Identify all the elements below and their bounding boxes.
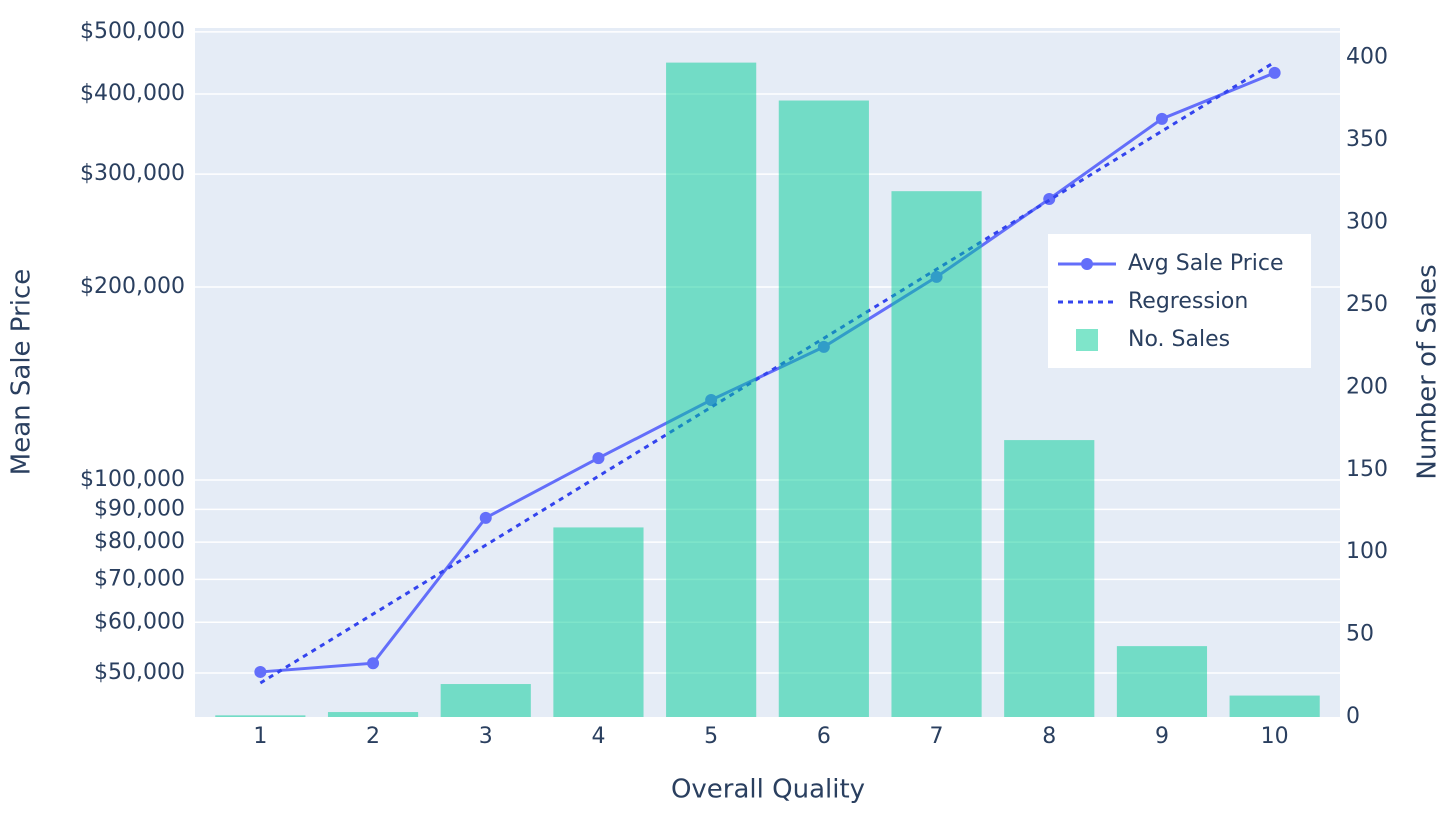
x-tick-label: 1: [253, 724, 267, 749]
x-tick-label: 8: [1042, 724, 1056, 749]
bar: [215, 715, 306, 717]
line-marker: [1155, 112, 1168, 125]
y2-tick-label: 100: [1346, 539, 1388, 564]
x-tick-label: 4: [591, 724, 605, 749]
x-tick-label: 5: [704, 724, 718, 749]
y2-tick-label: 150: [1346, 457, 1388, 482]
y-tick-label: $60,000: [94, 609, 185, 634]
x-tick-label: 2: [366, 724, 380, 749]
y2-tick-label: 300: [1346, 210, 1388, 235]
x-tick-label: 6: [817, 724, 831, 749]
line-series: [259, 60, 1276, 685]
y2-axis-title: Number of Sales: [1413, 264, 1443, 479]
line-marker: [1043, 192, 1056, 205]
bar: [1116, 646, 1208, 717]
line-marker: [367, 657, 380, 670]
line-marker: [254, 665, 267, 678]
y2-tick-label: 400: [1346, 45, 1388, 70]
legend-label: No. Sales: [1128, 327, 1230, 352]
line-marker: [479, 511, 492, 524]
y-tick-label: $90,000: [94, 496, 185, 521]
y-tick-label: $50,000: [94, 660, 185, 685]
bar: [327, 712, 419, 717]
legend-swatch: [1076, 329, 1098, 351]
x-tick-label: 7: [930, 724, 944, 749]
y-tick-label: $500,000: [80, 19, 185, 44]
y2-tick-label: 0: [1346, 704, 1360, 729]
y-tick-label: $80,000: [94, 529, 185, 554]
bar: [666, 62, 757, 718]
y-tick-label: $400,000: [80, 81, 185, 106]
bar: [1229, 695, 1320, 717]
line-marker: [592, 452, 605, 465]
bar: [440, 684, 531, 717]
y2-tick-label: 350: [1346, 127, 1388, 152]
bar: [1004, 440, 1095, 717]
bar: [553, 527, 644, 717]
x-axis-title: Overall Quality: [671, 775, 865, 805]
x-tick-label: 9: [1155, 724, 1169, 749]
bar: [891, 191, 982, 717]
x-tick-label: 3: [479, 724, 493, 749]
line-marker: [1268, 66, 1281, 79]
y-tick-label: $200,000: [80, 274, 185, 299]
y2-tick-label: 50: [1346, 622, 1374, 647]
y2-tick-label: 200: [1346, 374, 1388, 399]
y2-tick-label: 250: [1346, 292, 1388, 317]
legend: Avg Sale Price Regression No. Sales: [1048, 234, 1311, 368]
legend-label: Regression: [1128, 289, 1248, 314]
y-tick-label: $300,000: [80, 161, 185, 186]
x-tick-label: 10: [1261, 724, 1289, 749]
legend-swatch-marker: [1081, 258, 1093, 270]
y-tick-label: $70,000: [94, 566, 185, 591]
bar: [778, 100, 869, 718]
legend-label: Avg Sale Price: [1128, 251, 1284, 276]
y-axis-title: Mean Sale Price: [7, 269, 37, 475]
y-tick-label: $100,000: [80, 467, 185, 492]
